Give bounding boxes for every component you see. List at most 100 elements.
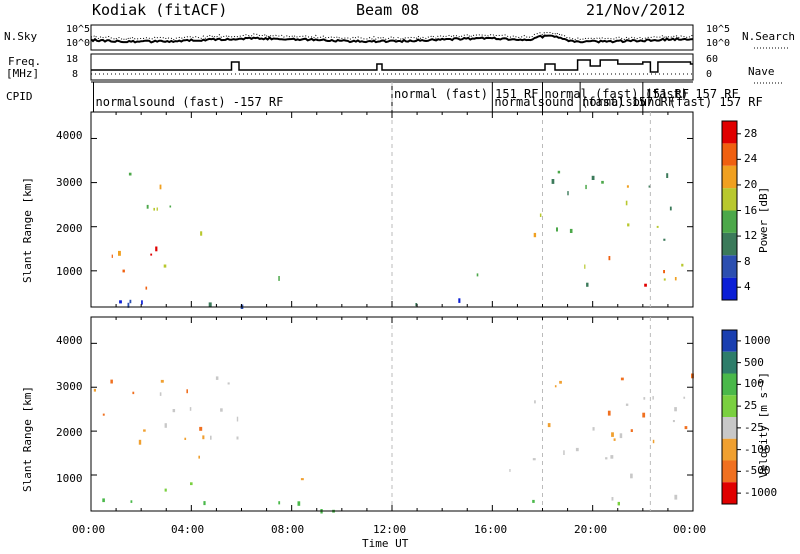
noise-left-tick-low: 10^0 [66,38,91,49]
velocity-cell [534,400,536,404]
velocity-colorbar-tick-label: -500 [744,464,771,478]
power-cell [551,179,555,184]
power-cell [153,207,155,211]
velocity-cell [186,389,188,394]
noise-search-line [90,31,694,41]
velocity-cell [172,409,176,413]
xtick-0800: 08:00 [271,523,305,536]
power-cell [627,223,630,227]
velocity-cell [674,494,678,500]
date-title: 21/Nov/2012 [586,1,686,19]
velocity-cell [592,427,595,431]
velocity-cell [684,426,688,430]
velocity-cell [278,501,281,505]
noise-panel-frame [90,24,694,51]
velocity-colorbar-tick-label: 1000 [744,333,771,347]
velocity-cell [132,391,135,395]
power-cell [141,300,143,305]
velocity-cell [652,396,654,400]
freq-tick-high: 18 [66,54,79,65]
velocity-cell [620,377,624,381]
velocity-colorbar-tick-label: 500 [744,355,764,369]
xlabel: Time UT [362,537,409,550]
power-ytick-1000: 1000 [56,265,83,278]
power-cell [155,246,158,252]
freq-unit-label: [MHz] [6,67,40,80]
velocity-colorbar-swatch [722,417,737,439]
velocity-cell [630,473,633,479]
power-colorbar-tick-label: 16 [744,203,758,217]
velocity-colorbar-swatch [722,460,737,483]
velocity-colorbar-swatch [722,330,737,352]
velocity-colorbar-frame [721,329,738,505]
velocity-colorbar-tick-label: -100 [744,442,771,456]
power-cell [663,278,666,281]
power-colorbar-tick-label: 20 [744,177,758,191]
velocity-cell [198,455,200,459]
velocity-cell [110,379,113,384]
power-ytick-4000: 4000 [56,129,83,142]
velocity-ytick-2000: 2000 [56,426,83,439]
power-colorbar-swatch [722,121,737,144]
noise-right-tick-low: 10^0 [706,38,731,49]
velocity-colorbar-tick-label: 25 [744,399,758,413]
velocity-cell [610,455,614,459]
power-cell [666,173,669,178]
freq-panel-frame [90,53,694,81]
velocity-cell [102,413,105,416]
velocity-cell [652,439,655,444]
velocity-colorbar-swatch [722,395,737,417]
power-cell [669,206,672,211]
power-colorbar-swatch [722,277,737,300]
velocity-cell [164,488,167,492]
nave-tick-low: 0 [706,69,713,80]
power-cell [644,283,647,287]
power-cell [674,277,677,281]
power-ytick-2000: 2000 [56,222,83,235]
velocity-ytick-1000: 1000 [56,472,83,485]
power-cell [586,282,589,287]
power-ytick-3000: 3000 [56,176,83,189]
velocity-cell [642,412,646,418]
power-cell [156,207,158,211]
xtick-1600: 16:00 [474,523,508,536]
power-cell [539,213,542,217]
power-cell [200,231,203,236]
velocity-cell [630,429,633,432]
velocity-cell [619,433,623,439]
velocity-cell [607,410,611,416]
velocity-cell [575,447,579,452]
velocity-cell [160,379,164,383]
cpid-segment-label: normal (fast) 151 RF [394,87,539,101]
power-cell [585,184,587,190]
velocity-cell [605,457,608,460]
power-cell [146,204,149,209]
power-colorbar-swatch [722,165,737,189]
velocity-cell [102,498,105,503]
cpid-segment-label: normal (fast) 151 RF [544,87,690,101]
velocity-colorbar-tick-label: 100 [744,377,764,391]
xtick-1200: 12:00 [373,523,407,536]
velocity-colorbar-tick-label: -1000 [744,486,778,500]
velocity-colorbar-swatch [722,438,737,461]
beam-title: Beam 08 [356,1,420,19]
power-cell [150,253,153,256]
power-cell [111,254,113,258]
noise-right-tick-high: 10^5 [706,24,731,35]
velocity-cell [674,407,677,412]
power-cell [145,286,148,290]
velocity-cell [143,429,146,432]
power-cell [128,172,132,176]
nave-label: Nave [748,65,775,78]
velocity-colorbar-swatch [722,373,737,396]
power-cell [584,264,586,269]
power-colorbar-swatch [722,232,737,256]
power-cell [625,200,628,206]
velocity-cell [236,436,239,440]
freq-tick-low: 8 [72,69,79,80]
velocity-cell [611,497,614,501]
velocity-cell [672,420,675,423]
velocity-ytick-3000: 3000 [56,380,83,393]
xtick-0400: 04:00 [171,523,205,536]
